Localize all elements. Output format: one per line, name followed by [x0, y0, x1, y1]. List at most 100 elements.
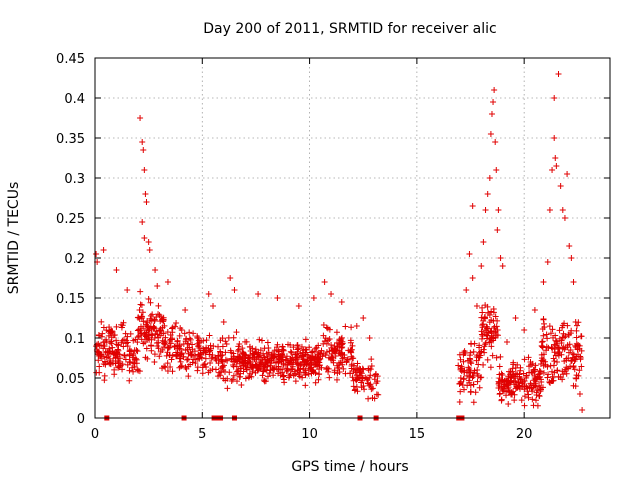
data-point [509, 365, 516, 372]
data-point [570, 279, 577, 285]
data-point [300, 359, 307, 366]
data-point [494, 327, 501, 334]
data-point [295, 303, 302, 309]
data-point [456, 380, 463, 387]
data-point [177, 325, 184, 332]
data-point [270, 354, 277, 361]
data-point [169, 368, 176, 375]
data-point [499, 372, 506, 379]
data-point [470, 381, 477, 388]
data-point [289, 354, 296, 361]
data-point [508, 389, 515, 396]
data-point [210, 303, 217, 309]
data-point [146, 336, 153, 343]
data-point [546, 378, 553, 385]
data-point [127, 330, 134, 337]
data-point [481, 349, 488, 356]
data-point [480, 239, 487, 245]
y-tick-label: 0.2 [64, 252, 85, 267]
data-point [334, 339, 341, 346]
data-point [343, 359, 350, 366]
data-point [549, 345, 556, 352]
data-point [494, 227, 501, 233]
data-point [222, 377, 229, 384]
data-point [559, 207, 566, 213]
data-point [141, 332, 148, 339]
data-point [347, 370, 354, 377]
data-point [573, 327, 580, 334]
data-point [132, 355, 139, 362]
data-point [246, 370, 253, 377]
data-point [236, 341, 243, 348]
data-point [135, 367, 142, 374]
data-point [461, 386, 468, 393]
data-point [553, 338, 560, 345]
data-point [561, 215, 568, 221]
data-point [147, 299, 154, 306]
data-point [320, 350, 327, 357]
data-point [511, 373, 518, 380]
data-point [140, 325, 147, 332]
data-point [348, 324, 355, 331]
data-point [504, 339, 510, 345]
data-point [275, 348, 282, 355]
data-point [116, 364, 123, 371]
data-point [254, 354, 261, 361]
data-point [306, 344, 313, 351]
data-point [113, 337, 120, 344]
data-point [551, 346, 558, 353]
data-point [117, 355, 124, 362]
data-point [486, 319, 493, 326]
data-point [167, 331, 174, 338]
data-point [479, 309, 486, 316]
data-point [340, 365, 347, 372]
data-point [105, 349, 112, 356]
data-point [572, 356, 579, 363]
data-point [469, 275, 476, 281]
data-point [302, 382, 309, 389]
data-point [325, 337, 332, 344]
data-point [101, 342, 108, 349]
data-point [565, 349, 572, 356]
data-point [555, 373, 562, 380]
data-point [488, 334, 495, 341]
data-point [167, 340, 174, 347]
x-tick-label: 5 [198, 427, 206, 442]
data-point [331, 367, 338, 374]
data-point [108, 334, 115, 341]
data-point [219, 335, 226, 342]
data-point [164, 360, 171, 367]
data-point [544, 259, 551, 265]
data-point [287, 371, 294, 378]
data-point [536, 392, 543, 399]
data-point [262, 366, 269, 373]
data-point [367, 366, 374, 373]
data-point [261, 378, 268, 385]
data-point [176, 364, 183, 371]
data-point [332, 353, 339, 360]
data-point [154, 283, 161, 289]
data-point [491, 87, 498, 93]
data-point [182, 307, 189, 313]
data-point [224, 385, 231, 392]
data-point [225, 334, 232, 341]
data-point [137, 330, 144, 337]
data-point [247, 347, 254, 354]
data-point [217, 348, 224, 355]
data-point [532, 374, 539, 381]
data-point [551, 135, 558, 141]
data-point [576, 367, 583, 374]
data-point [122, 330, 129, 337]
data-point [180, 340, 187, 347]
data-point [368, 363, 375, 369]
data-point [563, 370, 570, 377]
data-point [177, 355, 184, 362]
data-point [114, 350, 121, 357]
data-point [284, 361, 291, 368]
data-point [304, 360, 311, 367]
data-point [146, 247, 153, 253]
data-point [130, 350, 137, 357]
data-point [196, 344, 203, 351]
data-point [115, 359, 122, 366]
data-point [485, 309, 492, 316]
